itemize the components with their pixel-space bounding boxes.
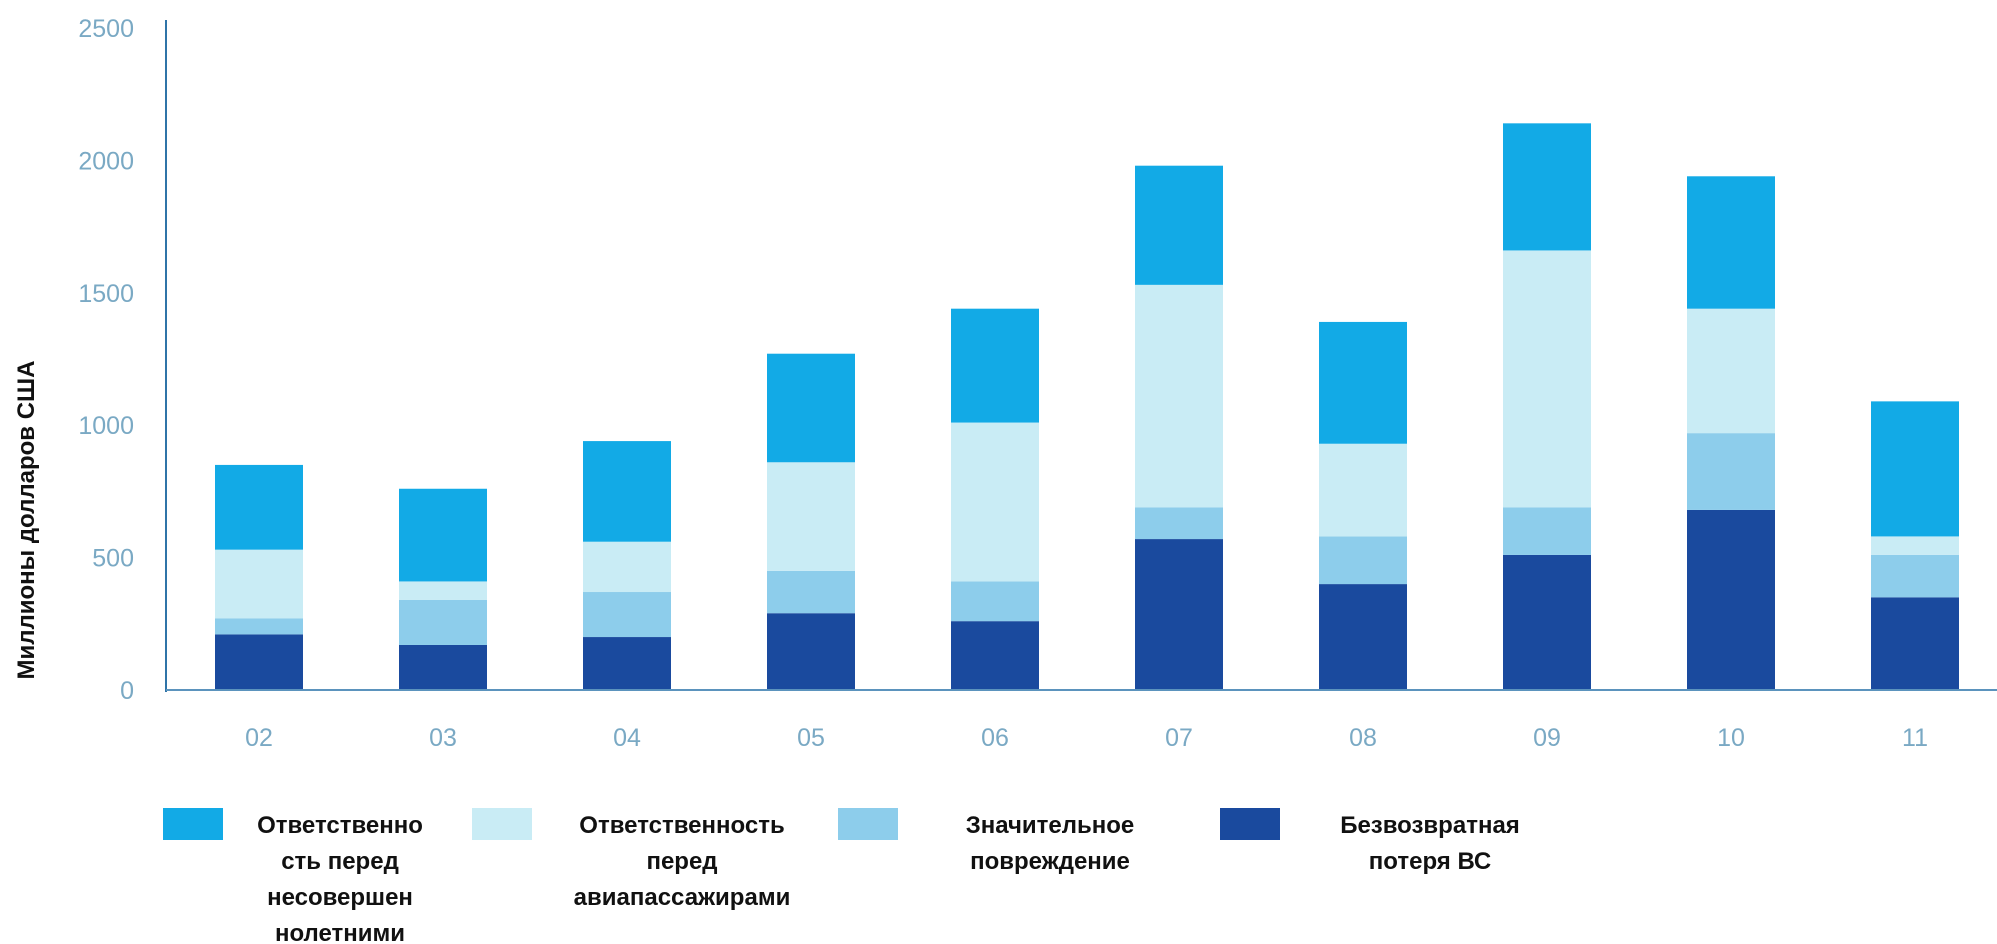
x-tick-label: 07 — [1165, 724, 1193, 752]
y-tick-label: 2000 — [78, 147, 134, 175]
bar-segment — [1319, 584, 1407, 690]
x-tick-label: 08 — [1349, 724, 1377, 752]
bar-segment — [399, 599, 487, 645]
bar-segment — [951, 308, 1039, 423]
bar-segment — [1503, 123, 1591, 251]
x-tick-label: 03 — [429, 724, 457, 752]
bar-segment — [951, 621, 1039, 690]
bar-segment — [1503, 250, 1591, 508]
y-axis-title: Миллионы долларов США — [13, 361, 40, 680]
bar-segment — [215, 549, 303, 619]
bar-segment — [1687, 176, 1775, 309]
legend-label-line: Ответственность — [579, 812, 784, 839]
legend-label-line: повреждение — [970, 848, 1130, 875]
bar-segment — [215, 634, 303, 690]
legend-label-line: несовершен — [267, 884, 413, 911]
legend-label-line: Значительное — [966, 812, 1135, 839]
legend-label-line: потеря ВС — [1369, 848, 1491, 875]
bar-segment — [1135, 539, 1223, 690]
y-tick-label: 500 — [92, 545, 134, 573]
bar-segment — [767, 462, 855, 571]
legend-swatch — [163, 808, 223, 840]
y-tick-label: 1500 — [78, 280, 134, 308]
bar-segment — [399, 581, 487, 600]
bar-segment — [399, 488, 487, 582]
bar-segment — [1135, 284, 1223, 508]
legend-label-line: нолетними — [275, 920, 405, 944]
bar-segment — [1319, 536, 1407, 585]
bar-segment — [1871, 401, 1959, 537]
bar-segment — [215, 464, 303, 550]
legend-label-line: Безвозвратная — [1340, 812, 1520, 839]
x-tick-label: 09 — [1533, 724, 1561, 752]
legend-swatch — [838, 808, 898, 840]
legend: Ответственность переднесовершеннолетними… — [163, 808, 1520, 944]
x-tick-label: 11 — [1902, 724, 1928, 752]
x-tick-label: 06 — [981, 724, 1009, 752]
legend-label-line: Ответственно — [257, 812, 423, 839]
bar-segment — [951, 422, 1039, 582]
x-tick-label: 02 — [245, 724, 273, 752]
bar-segment — [1135, 165, 1223, 285]
legend-label-line: сть перед — [281, 848, 399, 875]
bar-segment — [951, 581, 1039, 622]
x-tick-label: 05 — [797, 724, 825, 752]
bar-segment — [583, 541, 671, 593]
x-tick-label: 04 — [613, 724, 641, 752]
bar-segment — [1319, 321, 1407, 444]
x-tick-label: 10 — [1717, 724, 1745, 752]
plot-area: 0 500 1000 1500 2000 2500 02 03 04 05 06 07 08 09 10 11 — [78, 15, 1997, 752]
bar-segment — [583, 592, 671, 638]
bar-segment — [1687, 308, 1775, 434]
bar-segment — [583, 637, 671, 690]
legend-swatch — [472, 808, 532, 840]
bar-segment — [1871, 536, 1959, 555]
y-tick-label: 1000 — [78, 412, 134, 440]
bar-segment — [1503, 554, 1591, 690]
bar-segment — [1319, 443, 1407, 537]
bar-segment — [1135, 507, 1223, 540]
bar-segment — [767, 613, 855, 690]
legend-swatch — [1220, 808, 1280, 840]
bar-segment — [1687, 433, 1775, 510]
bar-segment — [1871, 554, 1959, 598]
bar-segment — [583, 441, 671, 542]
bar-segment — [767, 353, 855, 463]
legend-label-line: авиапассажирами — [574, 884, 791, 911]
y-tick-label: 0 — [120, 677, 134, 705]
bar-segment — [1503, 507, 1591, 555]
bar-segment — [1871, 597, 1959, 690]
bar-segment — [399, 644, 487, 690]
bar-segment — [215, 618, 303, 635]
bar-segment — [1687, 509, 1775, 690]
y-tick-label: 2500 — [78, 15, 134, 43]
bar-segment — [767, 570, 855, 614]
legend-label-line: перед — [646, 848, 717, 875]
